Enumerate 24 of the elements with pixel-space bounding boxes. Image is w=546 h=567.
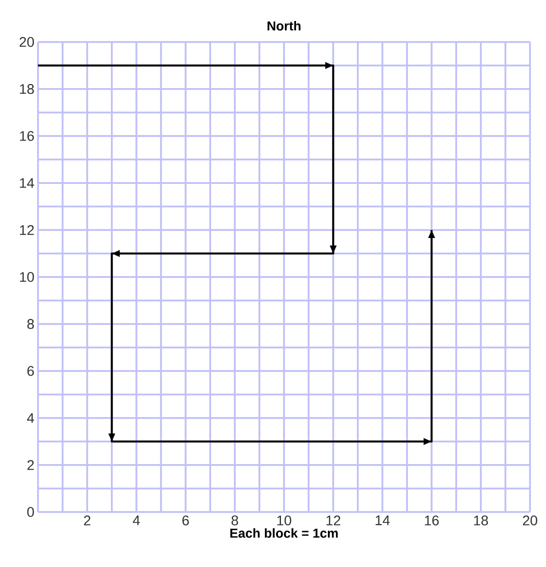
y-tick-label: 20 (20, 37, 34, 47)
y-tick-label: 12 (20, 225, 34, 235)
y-tick-label: 16 (20, 131, 34, 141)
x-tick-label: 6 (182, 516, 189, 526)
y-tick-label: 14 (20, 178, 34, 188)
x-tick-label: 4 (132, 516, 140, 526)
chart-title: North (268, 20, 300, 30)
x-tick-label: 14 (376, 516, 390, 526)
y-tick-label: 18 (20, 84, 34, 94)
x-axis-title: Each block = 1cm (230, 528, 338, 538)
x-tick-label: 8 (232, 516, 238, 526)
x-tick-label: 2 (84, 516, 90, 526)
y-tick-label: 8 (27, 319, 34, 329)
y-tick-label: 2 (27, 460, 34, 470)
line-series (37, 64, 433, 442)
x-tick-label: 10 (277, 516, 292, 526)
y-tick-label: 4 (27, 413, 34, 423)
y-tick-label: 0 (27, 507, 34, 517)
y-tick-label: 6 (27, 366, 34, 376)
x-tick-label: 16 (424, 516, 439, 526)
x-tick-label: 20 (522, 516, 538, 526)
y-tick-label: 10 (20, 272, 34, 282)
x-tick-label: 18 (474, 516, 488, 526)
x-tick-label: 12 (326, 516, 340, 526)
